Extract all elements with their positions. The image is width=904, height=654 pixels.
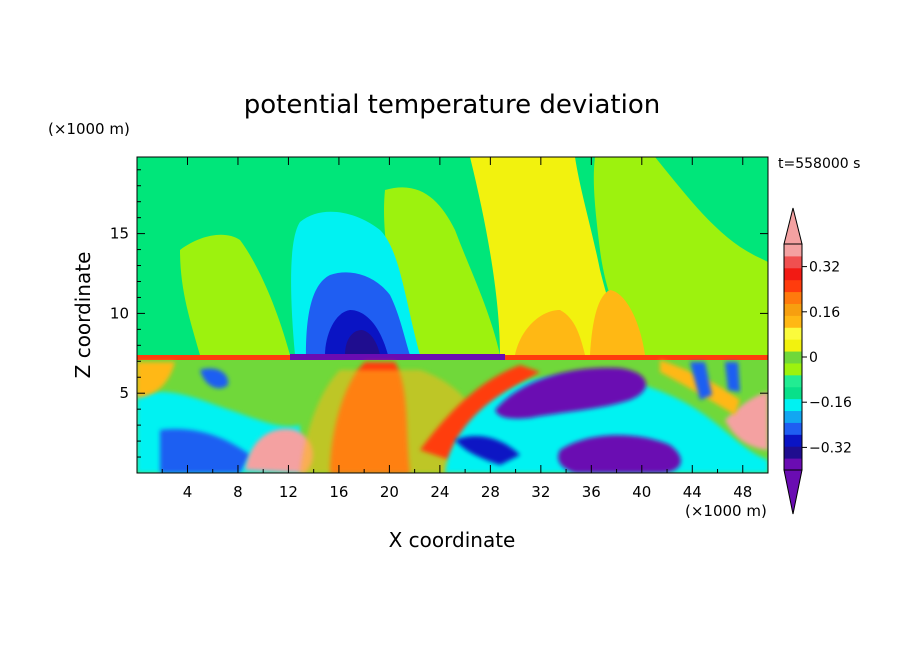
x-tick-label: 44: [683, 483, 702, 501]
colorbar-swatch: [784, 374, 802, 388]
x-tick-label: 12: [279, 483, 298, 501]
colorbar-swatch: [784, 386, 802, 400]
orange-patch-right-b: [590, 290, 645, 355]
colorbar-swatch: [784, 315, 802, 328]
colorbar-extend-max: [783, 207, 803, 245]
yellow-plume: [470, 157, 640, 355]
lower-pink-right: [725, 392, 768, 450]
colorbar-swatch: [784, 303, 802, 316]
colorbar-tick-label: 0.32: [809, 260, 840, 276]
lower-blue-right: [690, 362, 712, 400]
x-axis: 4 8 12 16 20 24 28 32 36 40 44 48: [161, 157, 752, 501]
y-tick-label: 15: [110, 225, 129, 243]
colorbar-swatch: [784, 458, 802, 471]
green-plume-right: [593, 157, 768, 355]
colorbar-swatch: [784, 244, 802, 257]
lower-blue-right-2: [725, 362, 740, 392]
y-axis-unit: (×1000 m): [48, 120, 130, 138]
time-label: t=558000 s: [778, 156, 860, 172]
colorbar-swatch: [784, 422, 802, 435]
y-tick-label: 10: [110, 304, 129, 322]
lower-blue-left: [160, 429, 250, 473]
contour-field: [137, 157, 768, 473]
x-tick-label: 4: [183, 483, 193, 501]
colorbar-swatch: [784, 291, 802, 304]
chart-title: potential temperature deviation: [244, 90, 660, 120]
lower-blue-spots-left: [200, 368, 229, 389]
x-tick-label: 8: [233, 483, 243, 501]
lower-purple-mid: [495, 367, 647, 419]
x-tick-label: 36: [582, 483, 601, 501]
plot-frame: [136, 156, 769, 474]
green-plume-left: [180, 234, 290, 355]
colorbar-swatch: [784, 327, 802, 340]
y-axis-label: Z coordinate: [71, 252, 95, 379]
lower-purple-bottom: [558, 435, 681, 473]
colorbar-swatch: [784, 255, 802, 269]
colorbar-swatch: [784, 410, 802, 423]
colorbar-swatch: [784, 339, 802, 352]
colorbar-tick-label: −0.16: [809, 395, 852, 411]
y-tick-label: 5: [119, 384, 129, 402]
x-tick-label: 16: [329, 483, 348, 501]
lower-pink-left: [245, 429, 313, 473]
x-tick-label: 32: [531, 483, 550, 501]
lower-orange-left: [137, 362, 175, 398]
colorbar-swatch: [784, 267, 802, 281]
lower-layer: [137, 360, 768, 473]
x-tick-label: 24: [430, 483, 449, 501]
x-tick-label: 20: [380, 483, 399, 501]
colorbar-extend-min: [783, 469, 803, 515]
colorbar-swatch: [784, 279, 802, 293]
colorbar: 0.32 0.16 0 −0.16 −0.32: [783, 207, 852, 515]
x-axis-unit: (×1000 m): [685, 502, 767, 520]
y-axis: 5 10 15: [110, 169, 768, 458]
colorbar-tick-label: −0.32: [809, 440, 852, 456]
colorbar-swatch: [784, 446, 802, 459]
colorbar-swatch: [784, 398, 802, 412]
dark-core: [345, 330, 380, 355]
colorbar-swatch: [784, 362, 802, 376]
x-tick-label: 40: [632, 483, 651, 501]
interface-dark-band: [290, 354, 505, 360]
green-plume-mid: [384, 187, 500, 355]
x-tick-label: 28: [481, 483, 500, 501]
orange-patch-right-a: [515, 310, 585, 355]
colorbar-swatch: [784, 434, 802, 447]
lower-blue-strip: [455, 435, 520, 465]
colorbar-tick-label: 0: [809, 350, 818, 366]
x-tick-label: 48: [733, 483, 752, 501]
upper-layer: [180, 157, 768, 355]
colorbar-tick-label: 0.16: [809, 305, 840, 321]
x-axis-label: X coordinate: [389, 528, 516, 552]
colorbar-swatch: [784, 351, 802, 364]
